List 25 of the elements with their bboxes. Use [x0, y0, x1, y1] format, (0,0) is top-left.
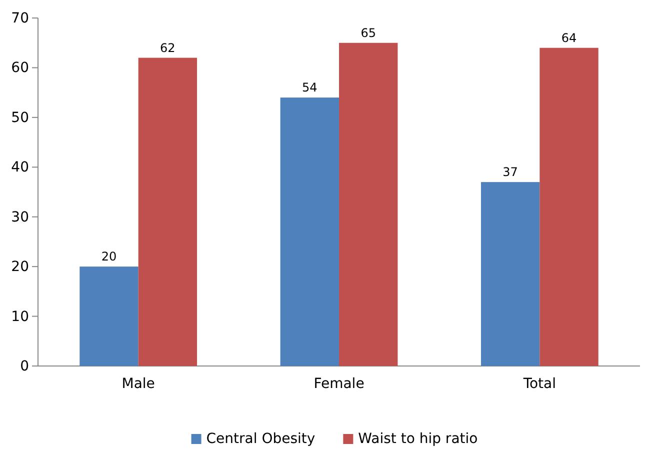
y-tick-label: 10	[11, 308, 29, 325]
y-tick-label: 50	[11, 110, 29, 126]
data-label: 65	[360, 26, 376, 40]
x-tick-label: Female	[314, 376, 364, 392]
data-label: 62	[160, 40, 176, 55]
y-tick-label: 60	[11, 60, 29, 76]
x-tick-label: Total	[522, 376, 556, 392]
data-label: 54	[302, 80, 318, 95]
y-tick-label: 20	[11, 259, 29, 276]
y-tick-label: 0	[20, 358, 29, 374]
y-tick-label: 30	[11, 209, 29, 226]
bar	[480, 182, 540, 366]
y-tick-label: 70	[11, 10, 29, 26]
legend-label: Central Obesity	[206, 431, 316, 447]
legend-label: Waist to hip ratio	[358, 431, 478, 447]
bar	[339, 42, 398, 366]
data-label: 37	[502, 165, 518, 180]
bar	[280, 98, 339, 366]
bar	[80, 266, 138, 366]
bar	[540, 48, 598, 366]
data-label: 64	[561, 30, 577, 45]
data-label: 20	[101, 250, 117, 264]
x-tick-label: Male	[122, 376, 155, 392]
bar	[138, 58, 198, 366]
y-tick-label: 40	[11, 160, 29, 176]
